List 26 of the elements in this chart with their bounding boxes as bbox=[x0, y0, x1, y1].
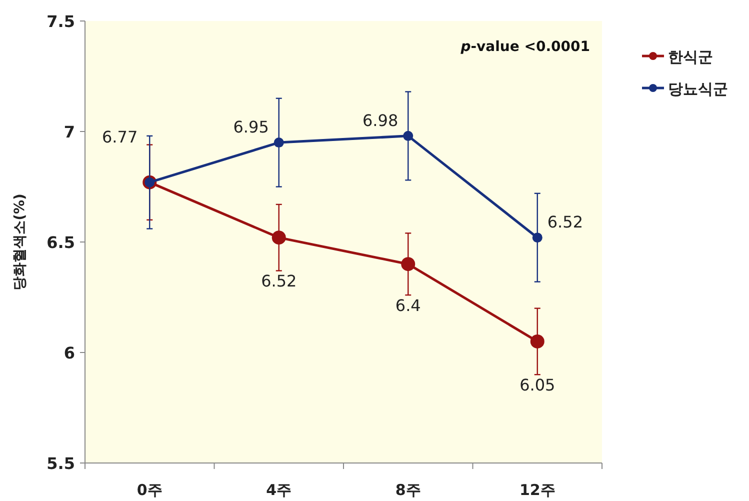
y-tick-label: 6 bbox=[64, 344, 75, 362]
y-tick-label: 7.5 bbox=[46, 12, 75, 31]
x-tick-label: 4주 bbox=[266, 481, 292, 499]
x-tick-label: 8주 bbox=[395, 481, 421, 499]
point bbox=[272, 230, 286, 245]
point bbox=[403, 130, 414, 141]
point bbox=[530, 334, 544, 348]
y-tick-label: 6.5 bbox=[46, 233, 75, 252]
x-tick-label: 0주 bbox=[136, 481, 162, 499]
point bbox=[274, 138, 284, 148]
data-label: 6.98 bbox=[362, 110, 398, 130]
y-axis-title: 당화혈색소(%) bbox=[12, 194, 28, 290]
annotation: p-value <0.0001 bbox=[460, 39, 590, 55]
data-label: 6.95 bbox=[233, 118, 269, 137]
data-label: 6.4 bbox=[395, 296, 421, 316]
y-tick-label: 7 bbox=[64, 122, 75, 142]
x-tick-label: 12주 bbox=[519, 481, 556, 499]
data-label: 6.77 bbox=[102, 127, 138, 146]
data-label: 6.52 bbox=[547, 212, 583, 232]
y-tick-label: 5.5 bbox=[46, 454, 75, 473]
legend-label: 한식군 bbox=[668, 48, 713, 66]
point bbox=[401, 257, 416, 272]
point bbox=[532, 232, 542, 243]
data-label: 6.05 bbox=[520, 376, 556, 395]
data-label: 6.52 bbox=[261, 272, 297, 291]
legend-label: 당뇨식군 bbox=[668, 80, 728, 98]
